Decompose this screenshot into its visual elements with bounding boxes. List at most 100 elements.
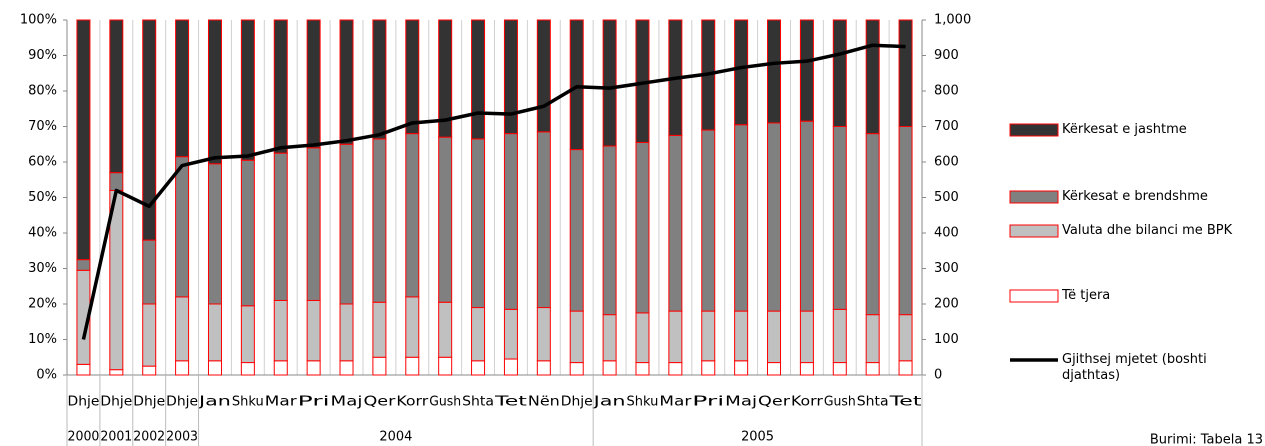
bar-segment [799,362,814,376]
bar-segment [339,143,354,305]
bar-segment [372,19,387,140]
x-tick-label: Mar [659,395,692,410]
x-tick-label: Dhje [166,395,198,410]
bar-segment [898,19,913,127]
y2-tick-label: 500 [934,190,959,205]
bar-segment [142,365,157,376]
x-tick-label: Dhje [68,395,100,410]
bar-segment [405,133,420,298]
bar-segment [503,133,518,310]
x-tick-label: Dhje [133,395,165,410]
bar-segment [734,19,749,126]
y2-tick-label: 600 [934,155,959,170]
bar-segment [207,360,222,376]
bar-segment [503,19,518,135]
y2-tick-label: 0 [934,368,942,383]
bar-segment [405,19,420,135]
bar-segment [767,122,782,312]
bar-segment [668,310,683,364]
bar-segment [569,310,584,364]
bar-segment [569,149,584,312]
bar-segment [372,356,387,376]
y2-tick-label: 800 [934,84,959,99]
bar-segment [438,356,453,376]
x-group-label: 2002 [133,430,165,445]
bar-segment [865,314,880,364]
bar-segment [273,299,288,362]
y-tick-label: 40% [28,226,57,241]
x-tick-label: Gush [429,395,461,410]
bar-segment [767,19,782,124]
bar-segment [602,19,617,147]
bar-segment [240,362,255,376]
bar-segment [832,308,847,364]
bar-segment [142,19,157,241]
bar-segment [405,296,420,358]
x-group-label: 2004 [379,430,412,445]
bar-segment [865,362,880,376]
x-tick-label: Shku [232,395,264,410]
y2-tick-label: 400 [934,226,959,241]
x-tick-label: Tet [493,395,527,410]
y-tick-label: 70% [28,119,57,134]
x-tick-label: Dhje [100,395,132,410]
bar-segment [734,360,749,376]
bar-segment [832,126,847,310]
bar-segment [142,239,157,305]
bar-segment [668,134,683,312]
legend-swatch [1009,190,1059,204]
bar-segment [471,307,486,362]
legend-label: Kërkesat e jashtme [1062,122,1187,137]
legend-label: Valuta dhe bilanci me BPK [1062,223,1233,238]
x-tick-label: Pri [692,395,724,410]
x-tick-label: Maj [725,395,757,410]
bar-segment [898,126,913,316]
bar-segment [306,147,321,301]
bar-segment [569,19,584,151]
bar-segment [865,19,880,135]
bar-segment [76,19,91,261]
y2-tick-label: 300 [934,261,959,276]
bar-segment [635,312,650,364]
x-tick-label: Tet [888,395,922,410]
bar-segment [767,310,782,364]
bar-segment [602,145,617,316]
bar-segment [438,136,453,303]
bar-segment [273,19,288,154]
bar-segment [306,299,321,362]
bar-segment [76,363,91,376]
legend-label: Gjithsej mjetet (boshti djathtas) [1062,352,1207,383]
bar-segment [799,120,814,312]
bar-segment [799,310,814,364]
bar-segment [339,360,354,376]
bar-segment [175,360,190,376]
x-tick-label: Maj [331,395,363,410]
bar-segment [207,163,222,305]
bar-segment [536,360,551,376]
x-tick-label: Mar [265,395,298,410]
bar-segment [602,314,617,362]
bar-segment [142,303,157,367]
bar-segment [701,360,716,376]
bar-segment [175,296,190,362]
x-tick-label: Jan [592,395,625,410]
x-tick-label: Qer [758,395,791,410]
bar-segment [438,301,453,358]
bar-segment [799,19,814,122]
bar-segment [668,362,683,376]
bar-segment [405,356,420,376]
y2-tick-label: 200 [934,297,959,312]
bar-segment [471,360,486,376]
bar-segment [76,259,91,271]
y-tick-label: 90% [28,48,57,63]
x-group-label: 2001 [100,430,132,445]
bar-segment [503,308,518,360]
x-tick-label: Shta [462,395,494,410]
bar-segment [109,172,124,191]
y-tick-label: 100% [20,13,57,28]
bar-segment [339,303,354,362]
bar-segment [306,19,321,149]
x-tick-label: Korr [396,395,429,410]
